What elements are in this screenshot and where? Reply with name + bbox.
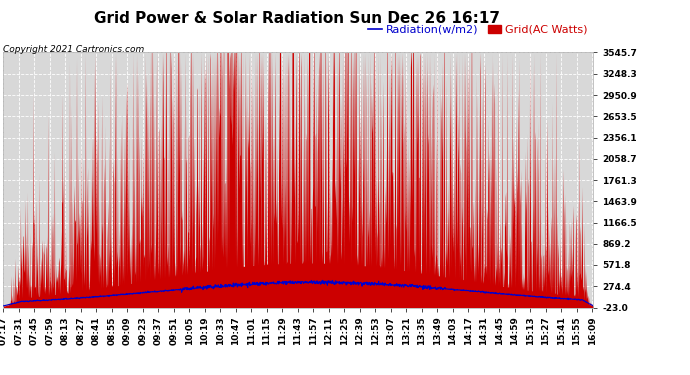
- Text: Grid Power & Solar Radiation Sun Dec 26 16:17: Grid Power & Solar Radiation Sun Dec 26 …: [94, 11, 500, 26]
- Legend: Radiation(w/m2), Grid(AC Watts): Radiation(w/m2), Grid(AC Watts): [368, 25, 588, 35]
- Text: Copyright 2021 Cartronics.com: Copyright 2021 Cartronics.com: [3, 45, 145, 54]
